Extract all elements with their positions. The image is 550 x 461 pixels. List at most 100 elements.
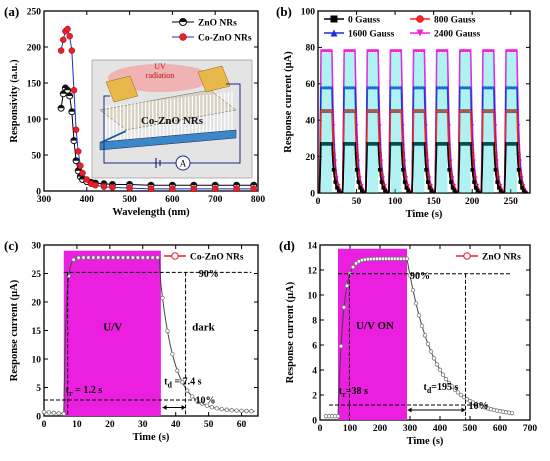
data-point-2 <box>507 85 511 90</box>
data-point-3 <box>465 49 470 53</box>
data-point-0 <box>491 142 495 146</box>
data-point-0 <box>472 180 476 184</box>
data-point-1 <box>100 183 108 190</box>
data-point-0 <box>495 180 499 184</box>
data-point-0 <box>481 142 486 146</box>
legend-marker <box>416 29 424 37</box>
data-point-0 <box>381 186 386 190</box>
data-point-0 <box>180 380 185 385</box>
data-point-0 <box>194 398 200 403</box>
data-point-2 <box>435 85 440 90</box>
data-point-0 <box>413 301 419 306</box>
data-point-2 <box>458 85 463 90</box>
data-point-0 <box>76 255 81 260</box>
data-point-0 <box>431 356 437 361</box>
data-point-2 <box>366 85 370 90</box>
data-point-3 <box>463 49 468 53</box>
data-point-1 <box>233 185 240 193</box>
data-point-3 <box>514 49 518 53</box>
data-point-0 <box>473 186 478 190</box>
data-point-2 <box>329 85 333 90</box>
data-point-0 <box>410 287 416 293</box>
data-point-2 <box>320 85 324 90</box>
data-point-3 <box>350 49 354 53</box>
x-tick-label: 30 <box>138 420 148 430</box>
data-point-3 <box>438 49 442 53</box>
data-point-2 <box>398 85 403 90</box>
overlap-band <box>413 52 425 193</box>
data-point-1 <box>169 185 176 193</box>
data-point-2 <box>419 85 424 90</box>
data-point-0 <box>404 186 409 190</box>
data-point-3 <box>370 49 375 53</box>
data-point-0 <box>46 410 52 415</box>
data-point-0 <box>204 403 210 408</box>
data-point-3 <box>481 49 486 53</box>
data-point-0 <box>56 411 62 416</box>
y-tick-label: 40 <box>306 117 316 127</box>
y-tick-label: 10 <box>308 291 318 301</box>
data-point-0 <box>229 408 234 413</box>
decay-arrowhead-right <box>181 404 186 410</box>
legend-marker <box>416 15 424 23</box>
data-point-3 <box>468 49 472 53</box>
data-point-0 <box>421 142 426 146</box>
plot-frame <box>319 244 531 421</box>
data-point-3 <box>491 49 495 53</box>
data-point-0-half <box>70 137 77 141</box>
data-point-3 <box>414 49 419 53</box>
data-point-2 <box>514 85 518 90</box>
data-point-0 <box>414 142 419 146</box>
data-point-2 <box>391 85 396 90</box>
data-point-0-half <box>73 157 80 161</box>
ninety-percent-label: 90% <box>199 269 219 280</box>
panel-d-zno-transient-chart: 0 100 200 300 400 500 600 700 0 2 4 6 8 10 12 14 Time (s… <box>279 238 537 447</box>
x-tick-label: 0 <box>318 424 323 434</box>
x-tick-label: 40 <box>171 420 181 430</box>
data-point-0 <box>452 188 457 193</box>
data-point-0 <box>455 390 461 395</box>
data-point-1 <box>70 86 78 94</box>
data-point-0 <box>518 180 523 184</box>
legend-label: 2400 Gauss <box>434 30 480 40</box>
overlap-band <box>321 52 332 193</box>
data-point-0 <box>425 341 431 347</box>
legend-label: 1600 Gauss <box>348 30 394 40</box>
data-point-0 <box>378 167 382 172</box>
data-point-0 <box>105 255 111 260</box>
x-tick-label: 400 <box>433 424 448 434</box>
x-tick-label: 500 <box>463 424 478 434</box>
y-axis-label: Response current (μA) <box>9 279 20 381</box>
data-point-0 <box>520 186 524 190</box>
y-tick-label: 10 <box>32 355 42 365</box>
data-point-3 <box>484 49 488 53</box>
data-point-0 <box>419 142 424 146</box>
y-tick-label: 12 <box>308 266 318 276</box>
data-point-0 <box>427 186 432 190</box>
data-point-0 <box>498 188 503 193</box>
x-tick-label: 200 <box>373 424 388 434</box>
uv-radiation-label: UV radiation <box>146 62 174 80</box>
data-point-3 <box>486 49 491 53</box>
data-point-3 <box>488 49 493 53</box>
data-point-0 <box>71 257 76 262</box>
data-point-1 <box>352 109 357 114</box>
x-tick-label: 600 <box>493 424 508 434</box>
decay-time-label: td = 7.4 s <box>164 377 201 390</box>
rise-time-label: tr=38 s <box>339 386 368 399</box>
data-point-0 <box>412 142 417 146</box>
data-point-3 <box>507 49 511 53</box>
data-point-0 <box>404 256 410 261</box>
data-point-0 <box>521 188 526 193</box>
data-point-0 <box>160 295 165 301</box>
circuit-wire-left <box>103 95 176 164</box>
data-point-2 <box>444 85 449 90</box>
data-point-1 <box>79 169 86 177</box>
overlap-band <box>367 52 379 193</box>
data-point-0 <box>509 142 514 146</box>
data-point-2 <box>461 85 465 90</box>
data-point-3 <box>419 49 424 53</box>
data-point-3 <box>366 49 370 53</box>
x-axis-label: Time (s) <box>407 436 444 447</box>
data-point-2 <box>375 85 380 90</box>
